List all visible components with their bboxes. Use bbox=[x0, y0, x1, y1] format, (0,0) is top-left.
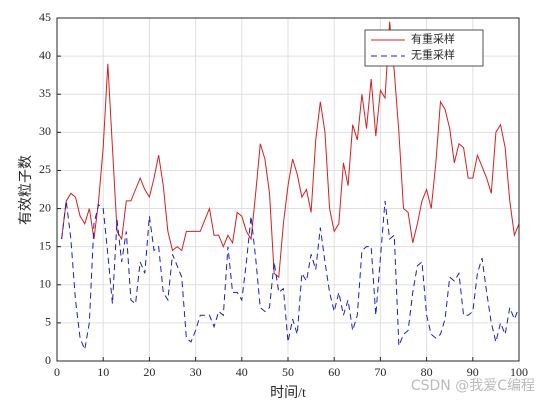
y-axis-label: 有效粒子数 bbox=[18, 155, 34, 225]
legend-label: 有重采样 bbox=[411, 32, 455, 46]
y-tick-label: 15 bbox=[39, 238, 51, 252]
y-tick-label: 25 bbox=[39, 162, 51, 176]
y-tick-label: 0 bbox=[45, 353, 51, 367]
x-tick-label: 0 bbox=[54, 365, 60, 379]
x-tick-label: 40 bbox=[236, 365, 248, 379]
x-tick-label: 30 bbox=[190, 365, 202, 379]
x-tick-label: 20 bbox=[143, 365, 155, 379]
x-tick-label: 80 bbox=[421, 365, 433, 379]
x-tick-label: 90 bbox=[467, 365, 479, 379]
x-tick-label: 60 bbox=[328, 365, 340, 379]
y-tick-label: 45 bbox=[39, 10, 51, 24]
legend-label: 无重采样 bbox=[411, 48, 455, 62]
x-tick-label: 50 bbox=[282, 365, 294, 379]
x-tick-label: 100 bbox=[510, 365, 528, 379]
y-tick-label: 10 bbox=[39, 277, 51, 291]
x-tick-label: 70 bbox=[374, 365, 386, 379]
x-tick-label: 10 bbox=[97, 365, 109, 379]
y-tick-label: 20 bbox=[39, 200, 51, 214]
y-tick-label: 5 bbox=[45, 315, 51, 329]
x-axis-label: 时间/t bbox=[270, 385, 306, 401]
y-tick-label: 35 bbox=[39, 86, 51, 100]
legend-box bbox=[364, 29, 484, 67]
series-line bbox=[61, 21, 520, 279]
watermark: CSDN @我爱C编程 bbox=[411, 378, 535, 394]
y-tick-label: 30 bbox=[39, 124, 51, 138]
axes-box bbox=[56, 17, 520, 362]
y-tick-label: 40 bbox=[39, 48, 51, 62]
